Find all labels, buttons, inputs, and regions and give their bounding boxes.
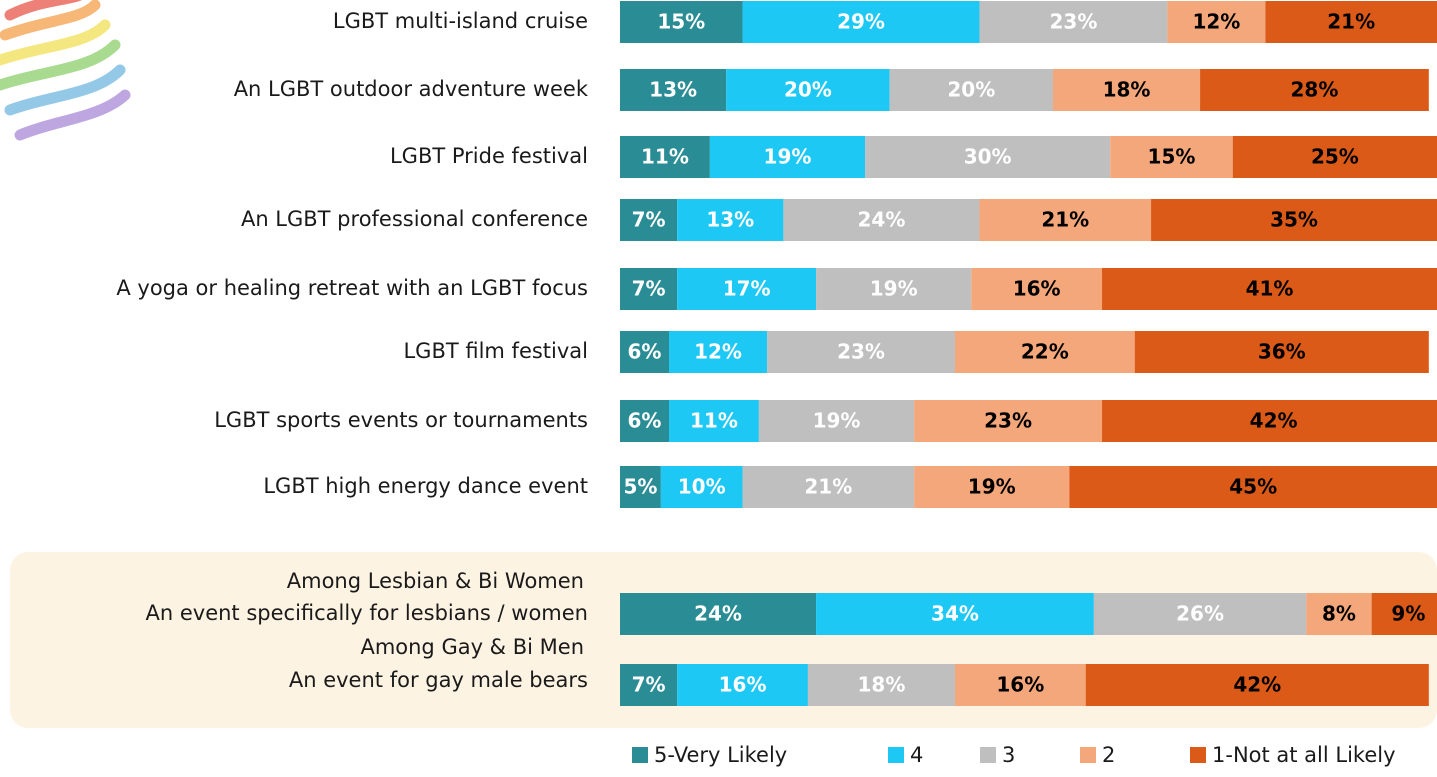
value-label: 16% — [1013, 277, 1061, 301]
value-label: 18% — [1103, 78, 1151, 102]
value-label: 45% — [1229, 475, 1277, 499]
value-label: 36% — [1258, 340, 1306, 364]
legend-swatch — [888, 747, 904, 763]
value-label: 13% — [649, 78, 697, 102]
value-label: 19% — [764, 145, 812, 169]
category-label: LGBT Pride festival — [390, 144, 588, 168]
value-label: 11% — [690, 409, 738, 433]
value-label: 35% — [1270, 208, 1318, 232]
value-label: 15% — [1148, 145, 1196, 169]
value-label: 25% — [1311, 145, 1359, 169]
value-label: 42% — [1233, 673, 1281, 697]
value-label: 7% — [632, 277, 666, 301]
value-label: 16% — [719, 673, 767, 697]
legend-swatch — [1080, 747, 1096, 763]
value-label: 7% — [632, 208, 666, 232]
value-label: 23% — [837, 340, 885, 364]
value-label: 19% — [870, 277, 918, 301]
value-label: 19% — [968, 475, 1016, 499]
value-label: 18% — [858, 673, 906, 697]
value-label: 24% — [694, 602, 742, 626]
value-label: 21% — [1327, 10, 1375, 34]
group-annotation: Among Lesbian & Bi Women — [287, 569, 584, 593]
category-label: An LGBT outdoor adventure week — [234, 77, 589, 101]
value-label: 19% — [813, 409, 861, 433]
value-label: 29% — [837, 10, 885, 34]
category-label: LGBT film festival — [403, 339, 588, 363]
value-label: 17% — [723, 277, 771, 301]
value-label: 6% — [628, 409, 662, 433]
value-label: 16% — [996, 673, 1044, 697]
legend-swatch — [980, 747, 996, 763]
value-label: 20% — [947, 78, 995, 102]
group-annotation: Among Gay & Bi Men — [360, 635, 584, 659]
legend-label: 5-Very Likely — [654, 743, 787, 767]
value-label: 26% — [1176, 602, 1224, 626]
value-label: 6% — [628, 340, 662, 364]
value-label: 22% — [1021, 340, 1069, 364]
legend-label: 1-Not at all Likely — [1212, 743, 1396, 767]
value-label: 34% — [931, 602, 979, 626]
category-label: LGBT sports events or tournaments — [214, 408, 588, 432]
value-label: 13% — [706, 208, 754, 232]
category-label: An event specifically for lesbians / wom… — [146, 601, 589, 625]
category-label: An LGBT professional conference — [241, 207, 588, 231]
value-label: 42% — [1250, 409, 1298, 433]
value-label: 12% — [694, 340, 742, 364]
legend-swatch — [632, 747, 648, 763]
value-label: 8% — [1322, 602, 1356, 626]
category-label: A yoga or healing retreat with an LGBT f… — [116, 276, 588, 300]
legend-label: 4 — [910, 743, 923, 767]
value-label: 15% — [657, 10, 705, 34]
rainbow-decoration — [0, 0, 125, 135]
legend-label: 3 — [1002, 743, 1015, 767]
legend-swatch — [1190, 747, 1206, 763]
value-label: 21% — [804, 475, 852, 499]
category-label: LGBT high energy dance event — [263, 474, 588, 498]
value-label: 21% — [1041, 208, 1089, 232]
category-label: An event for gay male bears — [289, 668, 588, 692]
legend-label: 2 — [1102, 743, 1115, 767]
value-label: 7% — [632, 673, 666, 697]
value-label: 23% — [1049, 10, 1097, 34]
value-label: 11% — [641, 145, 689, 169]
category-label: LGBT multi-island cruise — [333, 9, 588, 33]
value-label: 20% — [784, 78, 832, 102]
value-label: 30% — [964, 145, 1012, 169]
value-label: 12% — [1192, 10, 1240, 34]
value-label: 10% — [678, 475, 726, 499]
value-label: 23% — [984, 409, 1032, 433]
page: {"chart_data": {"type": "stacked-bar", "… — [0, 0, 1437, 773]
value-label: 5% — [623, 475, 657, 499]
chart: LGBT multi-island cruise15%29%23%12%21%A… — [0, 0, 1437, 773]
value-label: 24% — [858, 208, 906, 232]
value-label: 28% — [1291, 78, 1339, 102]
value-label: 41% — [1246, 277, 1294, 301]
value-label: 9% — [1391, 602, 1425, 626]
